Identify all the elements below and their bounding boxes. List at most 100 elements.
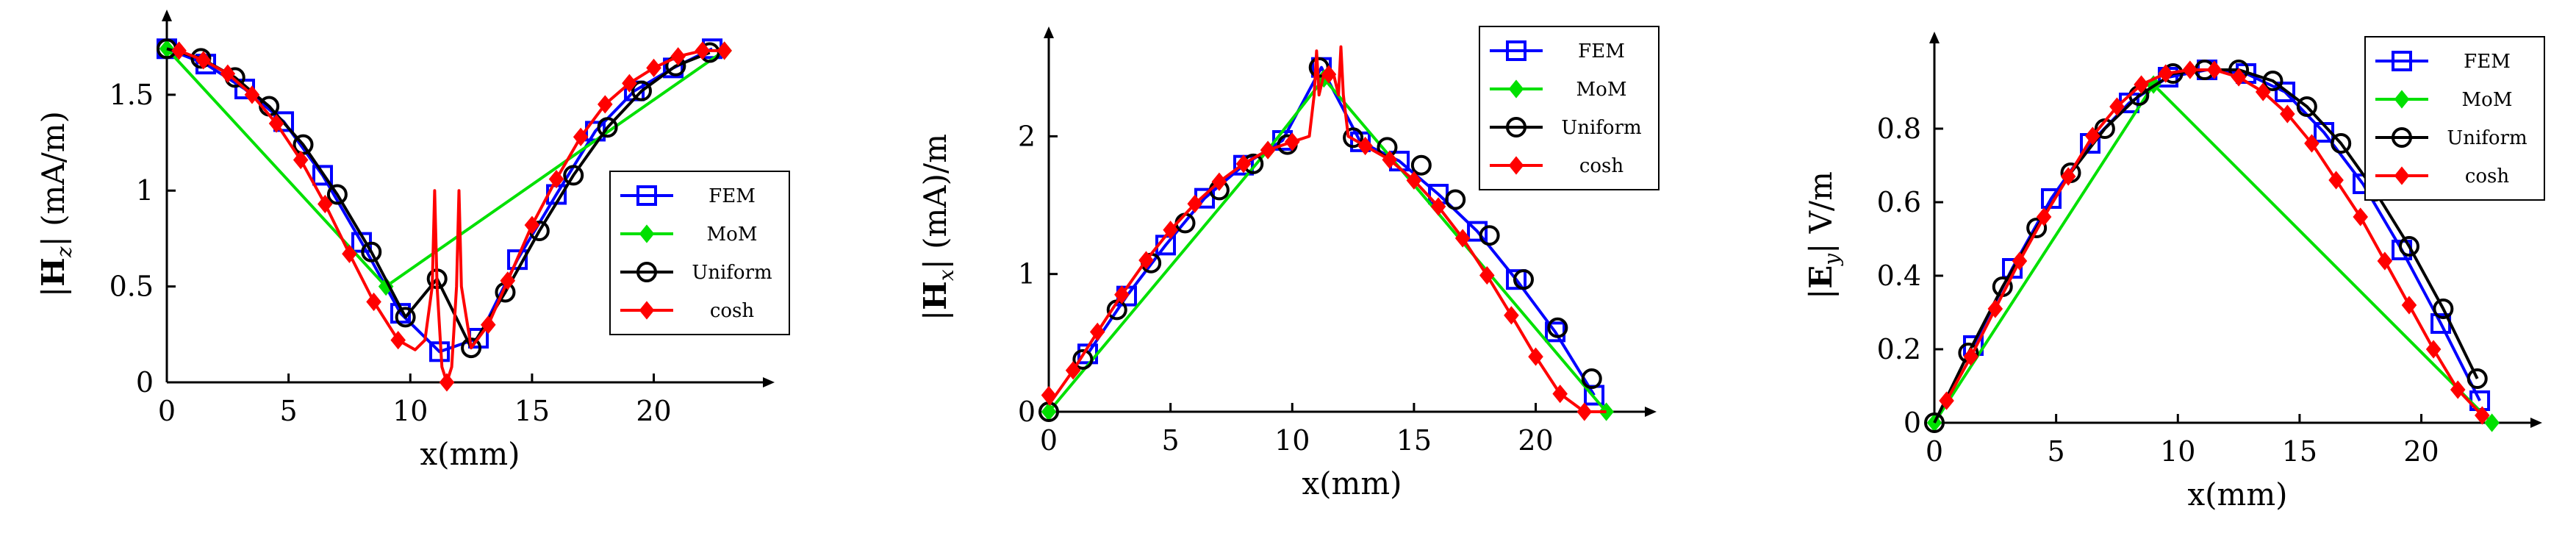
y-tick-label: 0 xyxy=(136,366,154,399)
cosh-data-point xyxy=(317,194,333,214)
cosh-data-point xyxy=(1041,385,1057,405)
cosh-data-point xyxy=(2475,406,2490,425)
uniform-data-point xyxy=(563,165,584,186)
series-cosh xyxy=(1939,60,2490,425)
y-tick-label: 0 xyxy=(1018,396,1036,428)
y-tick-label: 1 xyxy=(1018,258,1036,290)
y-axis-label-part: | xyxy=(1803,289,1839,299)
series-cosh xyxy=(171,41,732,392)
cosh-data-point xyxy=(2182,60,2198,79)
cosh-data-point xyxy=(220,64,236,83)
cosh-data-point xyxy=(1357,136,1373,156)
cosh-data-point xyxy=(1504,306,1519,325)
legend-uniform-icon xyxy=(2392,127,2412,148)
y-axis-label-part: | V/m xyxy=(1803,171,1839,254)
x-axis-label: x(mm) xyxy=(2187,476,2287,512)
cosh-data-point xyxy=(1406,171,1422,190)
uniform-data-point xyxy=(631,80,652,101)
cosh-data-point xyxy=(622,74,637,93)
cosh-data-point xyxy=(1552,385,1568,404)
legend-cosh-icon xyxy=(639,301,655,320)
cosh-data-point xyxy=(171,41,187,60)
y-axis-label: |Ey| V/m xyxy=(1803,171,1844,299)
uniform-data-point xyxy=(2331,133,2352,154)
cosh-data-point xyxy=(1321,65,1337,84)
x-tick-label: 15 xyxy=(2282,435,2317,468)
cosh-data-point xyxy=(670,47,686,66)
legend-mom-label: MoM xyxy=(707,224,758,246)
cosh-data-point xyxy=(366,292,381,312)
legend-mom-icon xyxy=(1508,79,1524,99)
legend: FEM MoM Uniform cosh xyxy=(609,171,790,335)
x-tick-label: 20 xyxy=(2403,435,2439,468)
x-tick-label: 10 xyxy=(2160,435,2195,468)
legend-fem-icon xyxy=(2392,51,2412,71)
x-tick-label: 15 xyxy=(1396,424,1432,457)
y-tick-label: 2 xyxy=(1018,120,1036,152)
cosh-data-point xyxy=(1963,347,1978,366)
fem-data-point xyxy=(2275,82,2296,102)
y-tick-label: 0.2 xyxy=(1877,333,1921,365)
uniform-data-point xyxy=(1410,154,1432,176)
uniform-data-point xyxy=(1343,127,1364,149)
y-axis-label-part: z xyxy=(52,246,76,258)
cosh-data-point xyxy=(2425,340,2442,359)
cosh-data-point xyxy=(573,127,589,146)
cosh-data-point xyxy=(1065,361,1081,380)
mom-data-point xyxy=(1599,402,1614,421)
cosh-data-point xyxy=(1187,194,1203,213)
uniform-data-point xyxy=(2026,218,2048,238)
uniform-data-point xyxy=(2296,96,2317,117)
cosh-data-point xyxy=(244,85,260,104)
mom-data-point xyxy=(378,277,394,296)
legend-fem-label: FEM xyxy=(708,185,756,207)
cosh-data-point xyxy=(1430,197,1446,216)
legend-cosh-label: cosh xyxy=(710,300,755,322)
legend-uniform-label: Uniform xyxy=(2447,127,2527,149)
legend-uniform-icon xyxy=(1506,117,1526,137)
cosh-data-point xyxy=(2012,251,2028,271)
cosh-data-point xyxy=(2401,296,2417,315)
uniform-data-point xyxy=(597,117,618,138)
x-tick-label: 15 xyxy=(514,395,550,427)
cosh-data-point xyxy=(1235,154,1252,174)
cosh-data-point xyxy=(548,170,564,189)
x-axis-label: x(mm) xyxy=(420,436,520,472)
legend-mom-label: MoM xyxy=(1576,79,1627,101)
x-tick-label: 20 xyxy=(1518,424,1553,457)
x-tick-label: 10 xyxy=(392,395,428,427)
legend-uniform-icon xyxy=(636,262,657,282)
cosh-data-point xyxy=(2304,134,2320,153)
cosh-data-point xyxy=(717,41,732,60)
cosh-data-point xyxy=(2109,97,2125,116)
uniform-data-point xyxy=(293,134,314,155)
fem-data-point xyxy=(1467,221,1488,242)
y-tick-label: 0 xyxy=(1904,407,1921,439)
cosh-data-point xyxy=(2134,75,2149,94)
y-axis-label-part: | xyxy=(35,287,71,297)
x-tick-label: 10 xyxy=(1274,424,1310,457)
cosh-data-point xyxy=(293,150,309,170)
y-axis-label-part: | xyxy=(917,310,953,321)
cosh-data-point xyxy=(2377,251,2393,271)
uniform-data-point xyxy=(1513,269,1534,290)
cosh-data-point xyxy=(2060,167,2076,186)
uniform-data-point xyxy=(2466,368,2488,389)
legend-cosh-icon xyxy=(2394,166,2410,185)
fem-data-point xyxy=(1506,269,1527,290)
uniform-data-point xyxy=(1072,349,1094,370)
cosh-data-point xyxy=(1138,251,1154,270)
cosh-data-point xyxy=(480,315,496,335)
cosh-data-point xyxy=(1089,322,1105,341)
legend: FEM MoM Uniform cosh xyxy=(1479,26,1660,190)
cosh-data-point xyxy=(2328,171,2344,190)
cosh-data-point xyxy=(695,41,711,60)
cosh-data-point xyxy=(500,271,516,290)
legend: FEM MoM Uniform cosh xyxy=(2364,36,2545,201)
x-tick-label: 5 xyxy=(1162,424,1180,457)
y-axis-label: |Hx| (mA)/m xyxy=(917,134,958,321)
cosh-data-point xyxy=(1987,299,2003,318)
legend-fem-icon xyxy=(1506,40,1526,61)
legend-cosh-icon xyxy=(1508,156,1524,175)
y-axis-label-part: H xyxy=(917,281,953,310)
